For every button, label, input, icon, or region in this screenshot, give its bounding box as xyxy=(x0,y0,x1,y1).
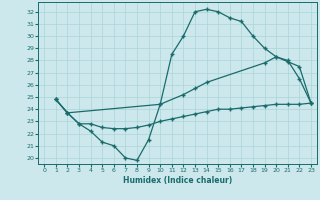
X-axis label: Humidex (Indice chaleur): Humidex (Indice chaleur) xyxy=(123,176,232,185)
